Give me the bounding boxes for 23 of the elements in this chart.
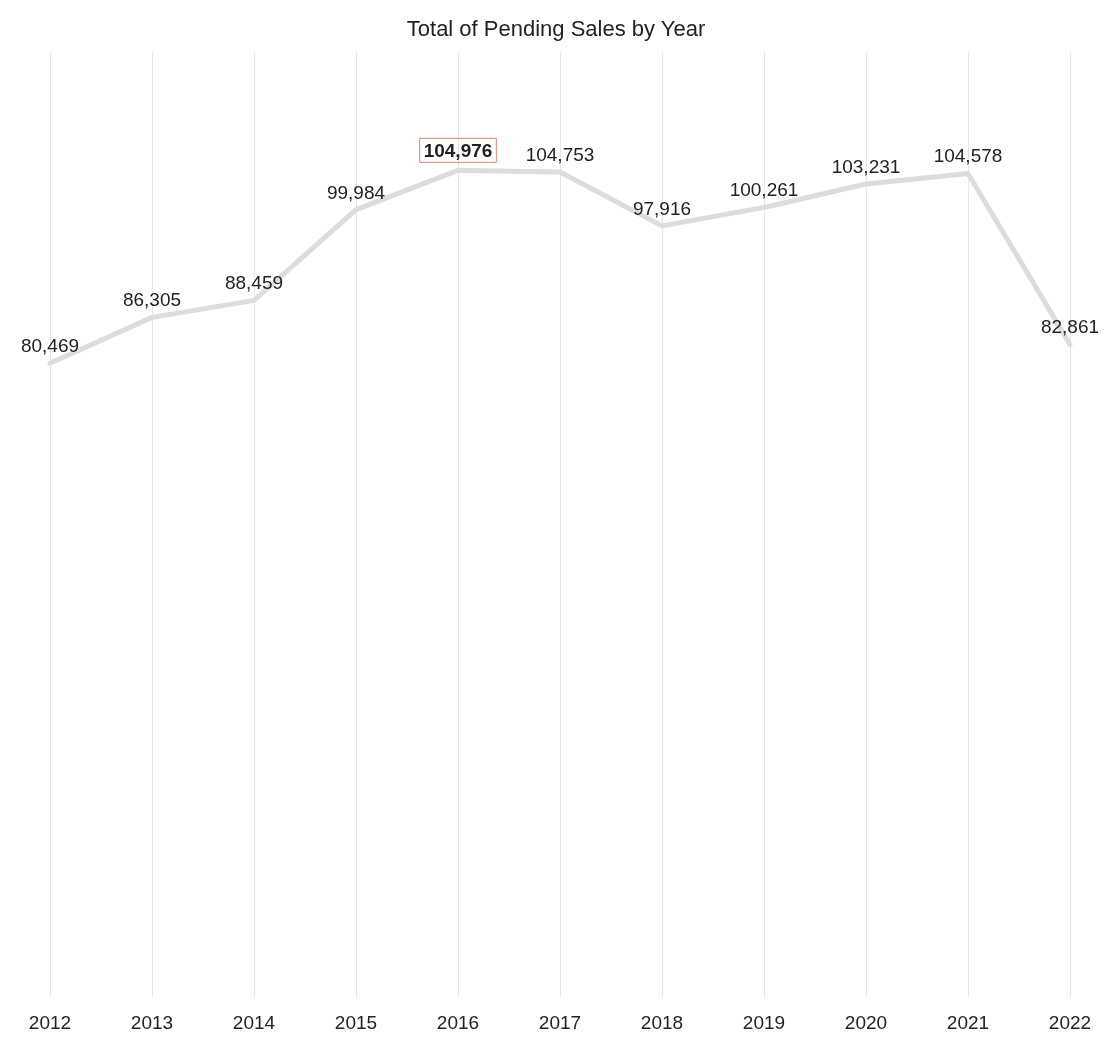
- data-label: 82,861: [1040, 316, 1100, 338]
- data-label: 100,261: [729, 179, 799, 201]
- data-label: 103,231: [831, 156, 901, 178]
- data-label: 88,459: [224, 272, 284, 294]
- x-tick-label: 2015: [334, 1012, 378, 1033]
- x-tick-label: 2013: [130, 1012, 174, 1033]
- data-label: 104,976: [423, 140, 493, 162]
- x-tick-label: 2020: [844, 1012, 888, 1033]
- x-tick-label: 2012: [28, 1012, 72, 1033]
- x-tick-label: 2014: [232, 1012, 276, 1033]
- x-tick-label: 2022: [1048, 1012, 1092, 1033]
- data-label: 104,753: [525, 144, 595, 166]
- x-tick-label: 2018: [640, 1012, 684, 1033]
- chart-title: Total of Pending Sales by Year: [406, 15, 706, 41]
- data-label: 104,578: [933, 145, 1003, 167]
- data-label: 86,305: [122, 289, 182, 311]
- data-label: 99,984: [326, 181, 386, 203]
- data-label: 97,916: [632, 197, 692, 219]
- x-tick-label: 2019: [742, 1012, 786, 1033]
- x-tick-label: 2017: [538, 1012, 582, 1033]
- x-tick-label: 2021: [946, 1012, 990, 1033]
- data-label: 80,469: [20, 335, 80, 357]
- x-tick-label: 2016: [436, 1012, 480, 1033]
